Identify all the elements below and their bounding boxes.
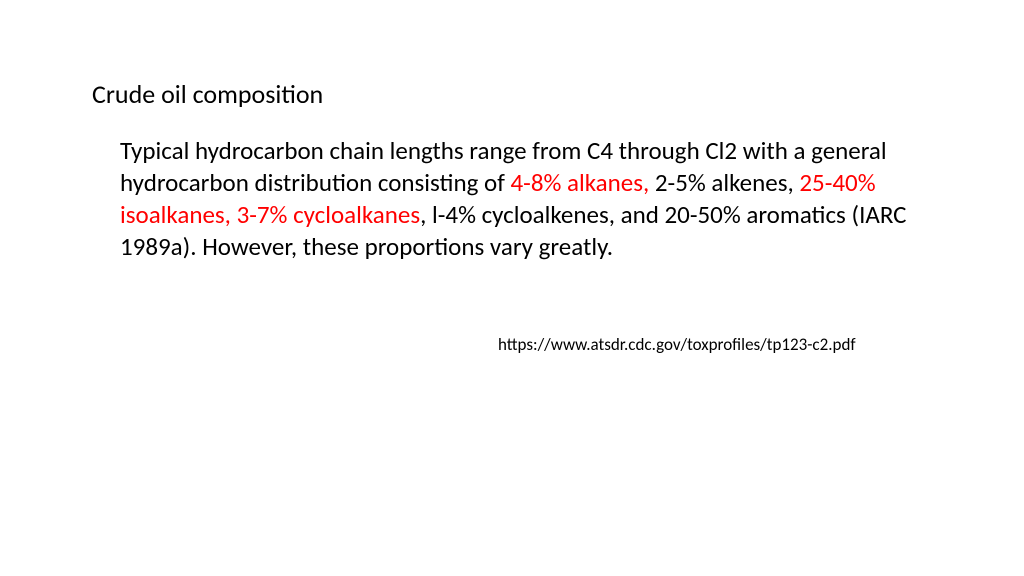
slide-title: Crude oil composition (92, 78, 323, 110)
source-url: https://www.atsdr.cdc.gov/toxprofiles/tp… (498, 334, 856, 355)
body-paragraph: Typical hydrocarbon chain lengths range … (120, 135, 910, 263)
body-seg-2: 2-5% alkenes, (649, 167, 799, 198)
slide: Crude oil composition Typical hydrocarbo… (0, 0, 1024, 576)
highlight-alkanes: 4-8% alkanes, (511, 167, 650, 198)
